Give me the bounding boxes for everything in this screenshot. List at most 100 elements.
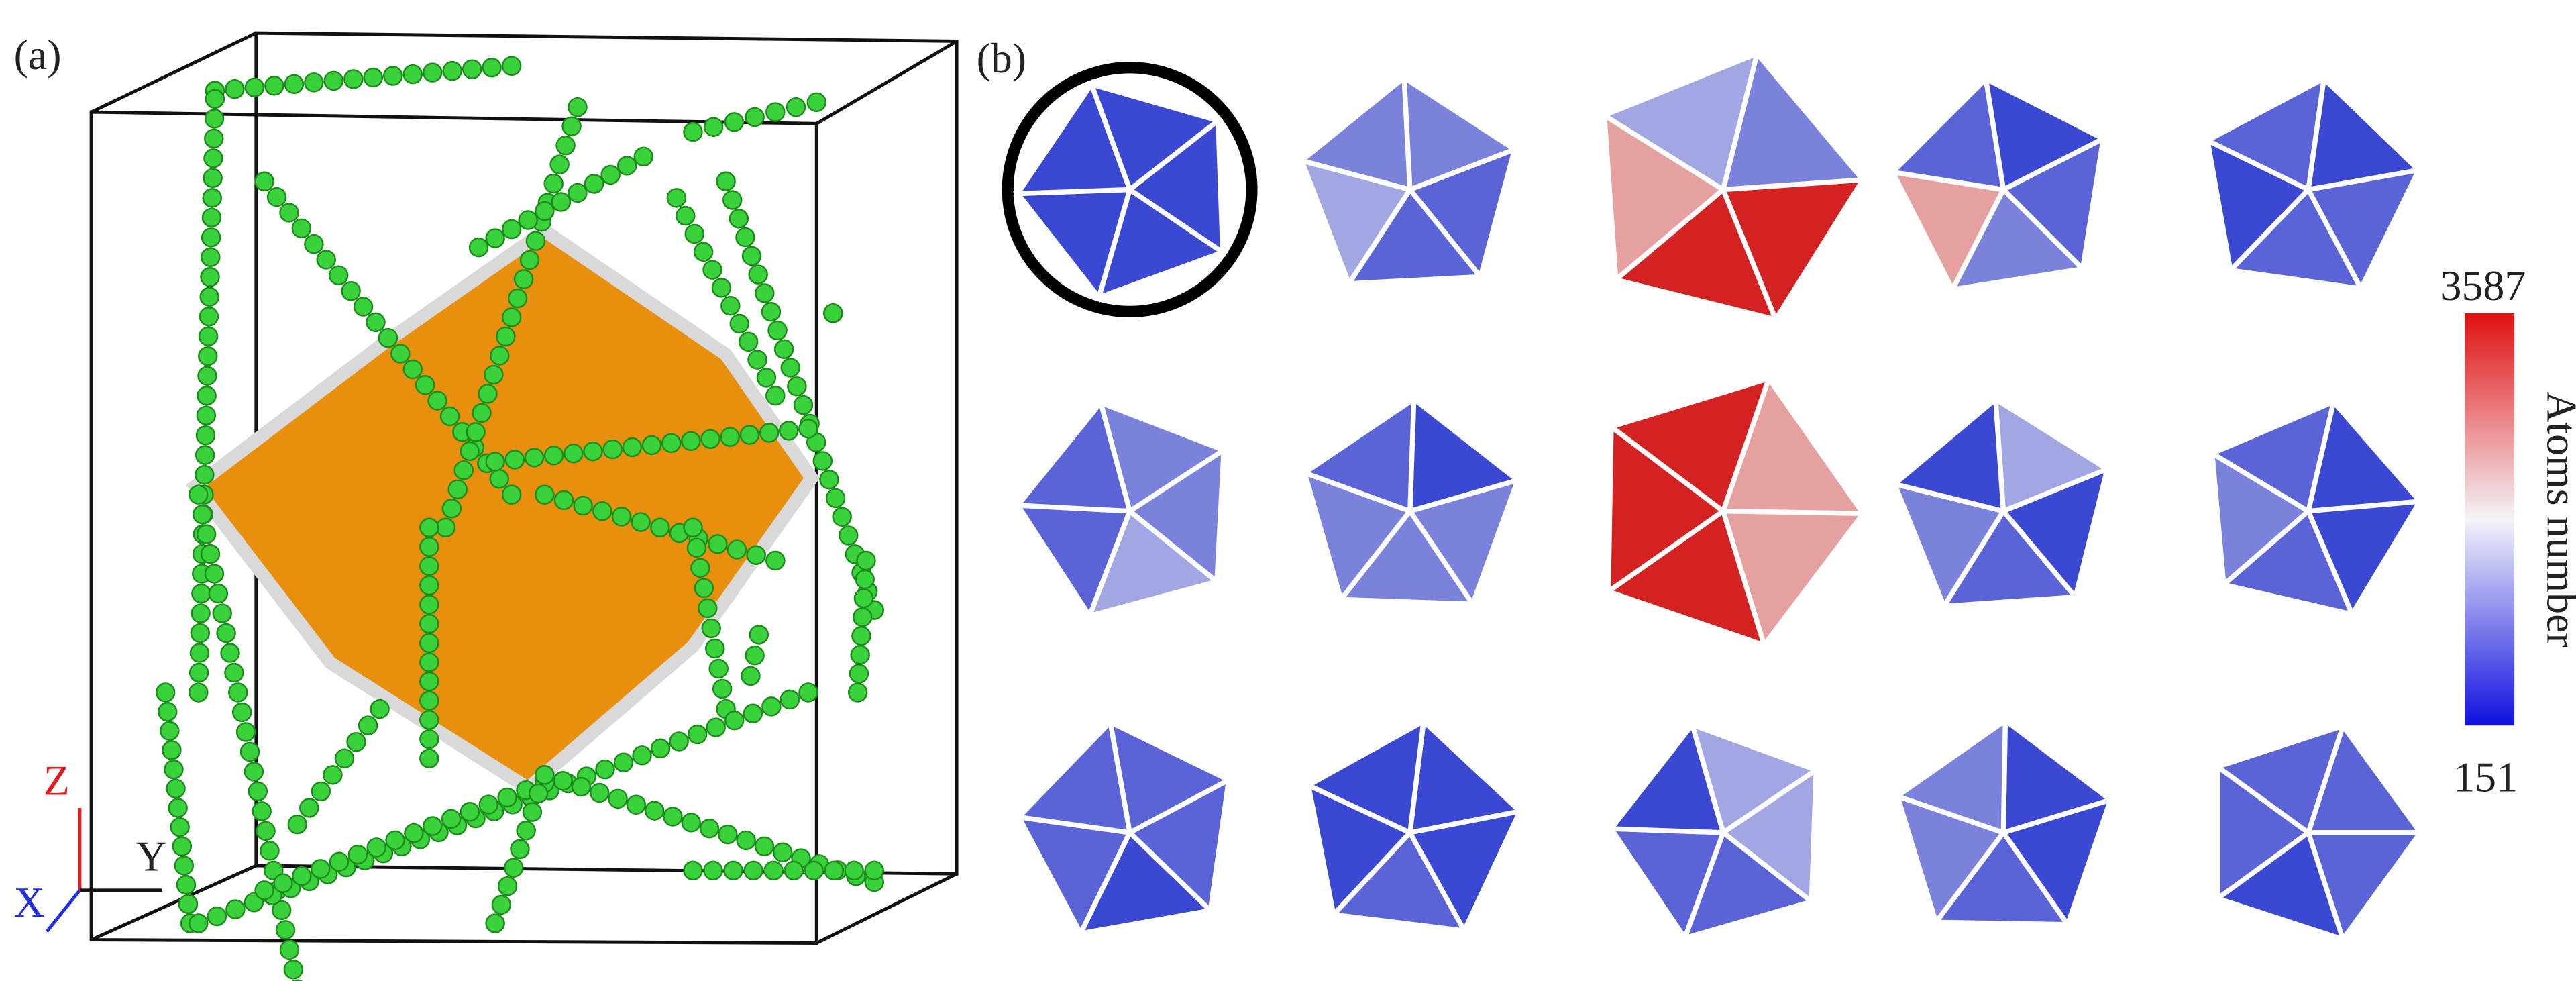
atom [260,841,280,861]
atom [370,699,390,719]
atom [747,350,767,370]
atom [208,583,229,604]
atom [765,385,786,406]
atom [160,721,180,741]
atom [632,745,652,766]
atom [784,860,804,881]
atom [216,623,236,643]
atom [683,121,703,142]
atom [168,798,188,818]
atom [205,89,225,109]
atom [378,327,398,348]
grain-sector [1296,72,1413,193]
atom [724,112,745,132]
atom [745,645,765,666]
atom [482,58,502,78]
atom [702,260,722,280]
atom [553,770,573,791]
atom [504,858,524,878]
atom [703,860,723,881]
atom [228,682,248,703]
atom [170,817,190,837]
atom [346,731,366,752]
atom [304,72,324,93]
atom [404,823,424,843]
atom [761,301,782,322]
atom [190,623,211,643]
atom [402,359,423,380]
atom [220,643,240,663]
axis-label: Z [44,756,70,804]
atom [402,64,423,85]
atom [669,731,689,752]
grain-sector [2206,397,2337,515]
atom [212,603,232,623]
atom [724,710,745,731]
atom [844,860,864,881]
atom [686,537,707,558]
atom [203,148,223,168]
atom [248,781,268,802]
atom [178,894,199,915]
atom [773,842,793,862]
atom [806,92,827,113]
atom [195,445,215,465]
atom [611,507,632,527]
atom [755,283,775,303]
atom [244,77,265,97]
atom [663,807,683,827]
atom [199,307,219,327]
atom [366,837,386,858]
atom [323,70,344,91]
atom [174,856,195,876]
atom [189,913,209,933]
atom [385,830,405,851]
atom [694,578,714,599]
atom [192,504,213,525]
atom [198,346,218,366]
atom [739,425,760,445]
atom [823,303,843,323]
grain-sector [1599,49,1761,194]
atom [543,173,564,194]
atom [756,368,777,388]
atom [535,484,555,505]
atom [485,913,505,933]
atom [419,633,439,654]
atom [254,171,274,192]
atom [491,894,512,915]
atom [439,406,460,427]
atom [200,544,221,564]
atom [419,690,439,711]
atom [745,107,765,127]
atom [602,439,623,460]
dislocation-lines [155,56,885,981]
atom [738,331,759,352]
atom [195,425,216,446]
atom [311,781,331,802]
atom [518,210,539,230]
atom [704,638,725,659]
atom [524,448,545,468]
colorbar-title: Atoms number [2538,391,2576,647]
atom [641,435,662,456]
atom [323,765,343,785]
atom [164,759,184,780]
atom [441,499,462,519]
atom [513,269,534,289]
atom [504,450,525,470]
grain-sector [1013,717,1133,836]
atom [197,385,217,406]
atom [202,188,223,208]
atom [200,267,220,287]
atom [510,839,530,860]
atom [773,339,794,360]
atom [264,76,284,96]
panel-label: (a) [14,31,62,79]
atom [501,56,522,76]
x-axis-arrow [45,889,81,933]
atom [419,595,439,615]
grain-sector [1889,394,2006,515]
axis-label: Y [136,832,166,880]
atom [271,900,292,921]
